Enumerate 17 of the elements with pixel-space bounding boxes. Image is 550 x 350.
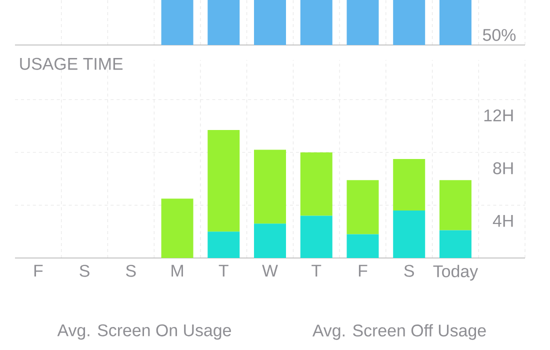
x-tick-label: T: [218, 264, 228, 276]
x-tick-label: W: [262, 264, 278, 276]
y-tick-label: 12H: [484, 109, 513, 122]
x-tick-label: Today: [433, 264, 478, 281]
text: Avg. Screen On Usage: [57, 324, 231, 340]
x-tick-label: M: [172, 264, 183, 276]
x-tick-label: S: [404, 264, 414, 277]
text: Avg. Screen Off Usage: [312, 324, 486, 340]
y-tick-label: 4H: [492, 215, 513, 227]
x-tick-label: S: [80, 264, 90, 277]
x-tick-label: F: [34, 264, 43, 276]
chart-title: USAGE TIME: [20, 58, 123, 70]
y-tick-label: 8H: [493, 162, 513, 174]
x-tick-label: T: [312, 264, 322, 276]
x-tick-label: F: [358, 264, 368, 276]
x-tick-label: S: [126, 264, 136, 277]
text: 50%: [482, 29, 516, 41]
